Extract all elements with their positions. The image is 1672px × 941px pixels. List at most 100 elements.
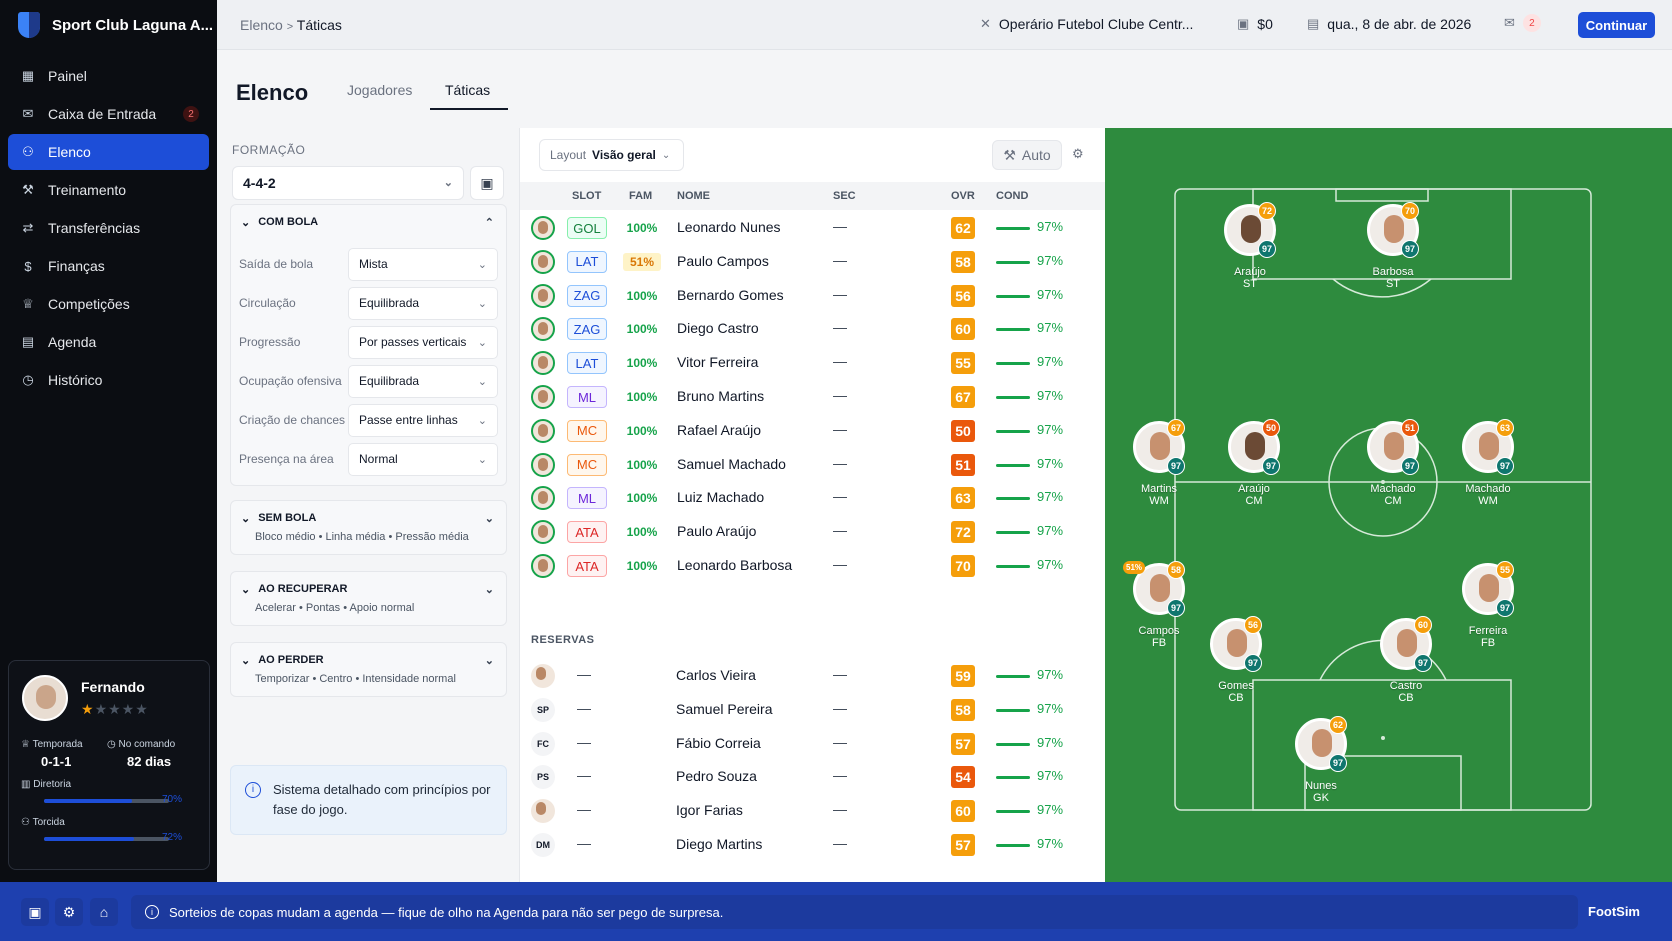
pitch-player[interactable]: 60 97 Castro CB bbox=[1366, 616, 1446, 704]
sidebar-item-transferencias[interactable]: ⇄ Transferências bbox=[8, 210, 209, 246]
breadcrumb-parent[interactable]: Elenco bbox=[240, 16, 283, 33]
criacao-select[interactable]: Passe entre linhas ⌄ bbox=[348, 403, 498, 437]
table-row[interactable]: DM — Diego Martins — 57 97% bbox=[520, 827, 1105, 863]
player-name[interactable]: Samuel Machado bbox=[677, 455, 786, 472]
table-row[interactable]: ML 100% Bruno Martins — 67 97% bbox=[520, 379, 1105, 415]
ao-perder-section[interactable]: ⌄ AO PERDER ⌄ Temporizar • Centro • Intens… bbox=[230, 642, 507, 697]
col-ovr[interactable]: OVR bbox=[951, 190, 975, 202]
pitch-player[interactable]: 56 97 Gomes CB bbox=[1196, 616, 1276, 704]
slot-badge[interactable]: GOL bbox=[567, 217, 607, 239]
player-name[interactable]: Diego Martins bbox=[676, 836, 763, 852]
manager-card[interactable]: Fernando ★★★★★ ♕ Temporada 0-1-1 ◷ No com… bbox=[8, 660, 210, 870]
player-name[interactable]: Leonardo Nunes bbox=[677, 219, 781, 235]
current-date[interactable]: ▤ qua., 8 de abr. de 2026 bbox=[1307, 16, 1471, 32]
player-name[interactable]: Rafael Araújo bbox=[677, 421, 762, 438]
save-game-button[interactable]: ▣ bbox=[21, 898, 49, 926]
table-row[interactable]: — Carlos Vieira — 59 97% bbox=[520, 658, 1105, 694]
table-row[interactable]: PS — Pedro Souza — 54 97% bbox=[520, 759, 1105, 795]
continue-button[interactable]: Continuar bbox=[1578, 12, 1655, 38]
sidebar-item-painel[interactable]: ▦ Painel bbox=[8, 58, 209, 94]
next-opponent[interactable]: ✕ Operário Futebol Clube Centr... bbox=[980, 16, 1193, 32]
ao-recuperar-section[interactable]: ⌄ AO RECUPERAR ⌄ Acelerar • Pontas • Apoio… bbox=[230, 571, 507, 626]
pitch-player[interactable]: 50 97 Araújo CM bbox=[1214, 419, 1294, 507]
col-fam[interactable]: FAM bbox=[629, 190, 653, 202]
player-name[interactable]: Pedro Souza bbox=[676, 768, 757, 785]
pitch-player[interactable]: 63 97 Machado WM bbox=[1448, 419, 1528, 507]
slot-badge[interactable]: ZAG bbox=[567, 318, 607, 341]
pitch-player[interactable]: 51% 58 97 Campos FB bbox=[1119, 561, 1199, 649]
table-row[interactable]: FC — Fábio Correia — 57 97% bbox=[520, 726, 1105, 762]
sidebar-item-historico[interactable]: ◷ Histórico bbox=[8, 362, 209, 398]
sem-bola-section[interactable]: ⌄ SEM BOLA ⌄ Bloco médio • Linha média • P… bbox=[230, 500, 507, 555]
slot-badge[interactable]: MC bbox=[567, 419, 607, 442]
slot-badge[interactable]: ML bbox=[567, 386, 607, 408]
table-row[interactable]: ML 100% Luiz Machado — 63 97% bbox=[520, 480, 1105, 516]
table-row[interactable]: ZAG 100% Diego Castro — 60 97% bbox=[520, 311, 1105, 347]
table-row[interactable]: MC 100% Rafael Araújo — 50 97% bbox=[520, 413, 1105, 449]
player-name[interactable]: Bruno Martins bbox=[677, 388, 765, 404]
player-name[interactable]: Igor Farias bbox=[676, 802, 743, 819]
ao-recuperar-header[interactable]: ⌄ AO RECUPERAR ⌄ bbox=[231, 572, 506, 606]
pitch-player[interactable]: 62 97 Nunes GK bbox=[1281, 716, 1361, 804]
sidebar-item-competicoes[interactable]: ♕ Competições bbox=[8, 286, 209, 322]
formation-select[interactable]: 4-4-2 ⌄ bbox=[232, 166, 464, 200]
slot-badge[interactable]: ATA bbox=[567, 521, 607, 544]
pitch-player[interactable]: 72 97 Araújo ST bbox=[1210, 202, 1290, 290]
col-slot[interactable]: SLOT bbox=[572, 190, 602, 202]
tab-taticas[interactable]: Táticas bbox=[445, 82, 491, 98]
player-name[interactable]: Fábio Correia bbox=[676, 734, 761, 751]
player-name[interactable]: Paulo Campos bbox=[677, 252, 769, 269]
sidebar-item-agenda[interactable]: ▤ Agenda bbox=[8, 324, 209, 360]
settings-button[interactable]: ⚙ bbox=[55, 898, 83, 926]
table-row[interactable]: MC 100% Samuel Machado — 51 97% bbox=[520, 447, 1105, 483]
col-cond[interactable]: COND bbox=[996, 190, 1029, 202]
progressao-select[interactable]: Por passes verticais ⌄ bbox=[348, 325, 498, 359]
pitch-player[interactable]: 70 97 Barbosa ST bbox=[1353, 202, 1433, 290]
ocupacao-select[interactable]: Equilibrada ⌄ bbox=[348, 364, 498, 398]
pitch-player[interactable]: 55 97 Ferreira FB bbox=[1448, 561, 1528, 649]
slot-badge[interactable]: ZAG bbox=[567, 284, 607, 307]
save-formation-button[interactable]: ▣ bbox=[470, 166, 504, 200]
slot-badge[interactable]: ATA bbox=[567, 555, 607, 577]
home-button[interactable]: ⌂ bbox=[90, 898, 118, 926]
slot-badge[interactable]: MC bbox=[567, 453, 607, 476]
table-row[interactable]: GOL 100% Leonardo Nunes — 62 97% bbox=[520, 210, 1105, 246]
col-sec[interactable]: SEC bbox=[833, 190, 856, 202]
player-name[interactable]: Diego Castro bbox=[677, 320, 759, 337]
table-row[interactable]: LAT 100% Vitor Ferreira — 55 97% bbox=[520, 345, 1105, 381]
table-row[interactable]: LAT 51% Paulo Campos — 58 97% bbox=[520, 244, 1105, 280]
circulacao-select[interactable]: Equilibrada ⌄ bbox=[348, 286, 498, 320]
tab-jogadores[interactable]: Jogadores bbox=[347, 82, 413, 98]
com-bola-header[interactable]: ⌄ COM BOLA ⌃ bbox=[231, 205, 506, 239]
table-row[interactable]: — Igor Farias — 60 97% bbox=[520, 793, 1105, 829]
player-name[interactable]: Bernardo Gomes bbox=[677, 286, 784, 303]
player-name[interactable]: Paulo Araújo bbox=[677, 523, 757, 540]
table-row[interactable]: ATA 100% Leonardo Barbosa — 70 97% bbox=[520, 548, 1105, 584]
sidebar-item-treinamento[interactable]: ⚒ Treinamento bbox=[8, 172, 209, 208]
ao-perder-header[interactable]: ⌄ AO PERDER ⌄ bbox=[231, 643, 506, 677]
player-name[interactable]: Vitor Ferreira bbox=[677, 354, 759, 371]
sidebar-item-financas[interactable]: $ Finanças bbox=[8, 248, 209, 284]
table-row[interactable]: ZAG 100% Bernardo Gomes — 56 97% bbox=[520, 278, 1105, 314]
player-name[interactable]: Samuel Pereira bbox=[676, 700, 773, 717]
layout-select[interactable]: Layout Visão geral ⌄ bbox=[539, 139, 684, 171]
sidebar-item-elenco[interactable]: ⚇ Elenco bbox=[8, 134, 209, 170]
auto-button[interactable]: ⚒ Auto bbox=[992, 140, 1062, 170]
col-name[interactable]: NOME bbox=[677, 190, 710, 202]
pitch-player[interactable]: 67 97 Martins WM bbox=[1119, 419, 1199, 507]
pitch-player[interactable]: 51 97 Machado CM bbox=[1353, 419, 1433, 507]
mail-button[interactable]: ✉ 2 bbox=[1504, 14, 1541, 32]
budget[interactable]: ▣ $0 bbox=[1237, 16, 1273, 32]
player-name[interactable]: Leonardo Barbosa bbox=[677, 557, 793, 573]
sliders-icon[interactable]: ⚙ bbox=[1072, 146, 1084, 161]
sidebar-item-inbox[interactable]: ✉ Caixa de Entrada 2 bbox=[8, 96, 209, 132]
saida-de-bola-select[interactable]: Mista ⌄ bbox=[348, 247, 498, 281]
table-row[interactable]: ATA 100% Paulo Araújo — 72 97% bbox=[520, 514, 1105, 550]
club-brand[interactable]: Sport Club Laguna A... bbox=[0, 0, 217, 50]
slot-badge[interactable]: ML bbox=[567, 487, 607, 510]
sem-bola-header[interactable]: ⌄ SEM BOLA ⌄ bbox=[231, 501, 506, 535]
table-row[interactable]: SP — Samuel Pereira — 58 97% bbox=[520, 692, 1105, 728]
presenca-select[interactable]: Normal ⌄ bbox=[348, 442, 498, 476]
slot-badge[interactable]: LAT bbox=[567, 250, 607, 273]
slot-badge[interactable]: LAT bbox=[567, 352, 607, 375]
